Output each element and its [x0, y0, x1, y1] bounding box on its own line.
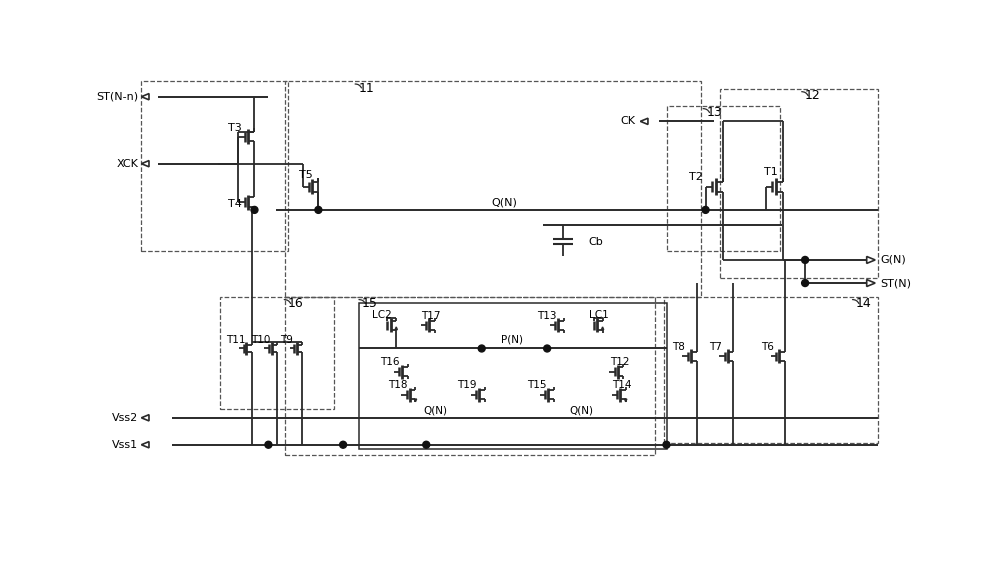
Text: LC1: LC1 [589, 310, 609, 320]
Bar [220, 297, 334, 409]
Bar [664, 297, 878, 443]
Bar [720, 89, 878, 278]
Text: T7: T7 [709, 342, 722, 352]
Text: LC2: LC2 [372, 310, 391, 320]
Text: Q(N): Q(N) [492, 197, 518, 207]
Bar [141, 81, 288, 251]
Bar [358, 303, 666, 450]
Circle shape [265, 441, 272, 448]
Text: T13: T13 [537, 311, 556, 321]
Text: Vss2: Vss2 [112, 413, 138, 423]
Text: XCK: XCK [116, 158, 138, 169]
Text: T9: T9 [280, 335, 293, 345]
Text: Q(N): Q(N) [424, 405, 448, 415]
Text: Vss1: Vss1 [112, 439, 138, 450]
Circle shape [340, 441, 347, 448]
Text: T16: T16 [380, 357, 400, 368]
Bar [666, 106, 780, 251]
Text: T5: T5 [299, 170, 313, 180]
Circle shape [423, 441, 430, 448]
Text: Cb: Cb [588, 237, 603, 247]
Text: T11: T11 [226, 335, 245, 345]
Text: T4: T4 [228, 199, 242, 209]
Circle shape [802, 256, 809, 264]
Text: T18: T18 [388, 380, 408, 391]
Text: T15: T15 [527, 380, 546, 391]
Text: T2: T2 [689, 171, 703, 182]
Text: T17: T17 [421, 311, 441, 321]
Text: T12: T12 [610, 357, 629, 368]
Text: 13: 13 [706, 106, 722, 119]
Bar [285, 81, 701, 297]
Text: P(N): P(N) [502, 334, 524, 345]
Text: T10: T10 [251, 335, 271, 345]
Text: T8: T8 [672, 342, 685, 352]
Text: 14: 14 [856, 297, 871, 310]
Text: Q(N): Q(N) [570, 405, 594, 415]
Circle shape [478, 345, 485, 352]
Bar [285, 297, 655, 455]
Text: ST(N): ST(N) [881, 278, 912, 288]
Text: 12: 12 [805, 89, 821, 102]
Circle shape [663, 441, 670, 448]
Text: T3: T3 [228, 123, 242, 133]
Circle shape [315, 206, 322, 214]
Text: 11: 11 [358, 83, 374, 96]
Text: 16: 16 [287, 297, 303, 310]
Text: 15: 15 [362, 297, 378, 310]
Circle shape [544, 345, 551, 352]
Text: CK: CK [621, 116, 636, 126]
Text: ST(N-n): ST(N-n) [96, 92, 138, 102]
Text: T1: T1 [764, 167, 777, 177]
Text: T14: T14 [612, 380, 632, 391]
Text: G(N): G(N) [881, 255, 906, 265]
Circle shape [251, 206, 258, 214]
Text: T19: T19 [457, 380, 477, 391]
Circle shape [802, 279, 809, 287]
Text: T6: T6 [761, 342, 774, 352]
Circle shape [702, 206, 709, 214]
